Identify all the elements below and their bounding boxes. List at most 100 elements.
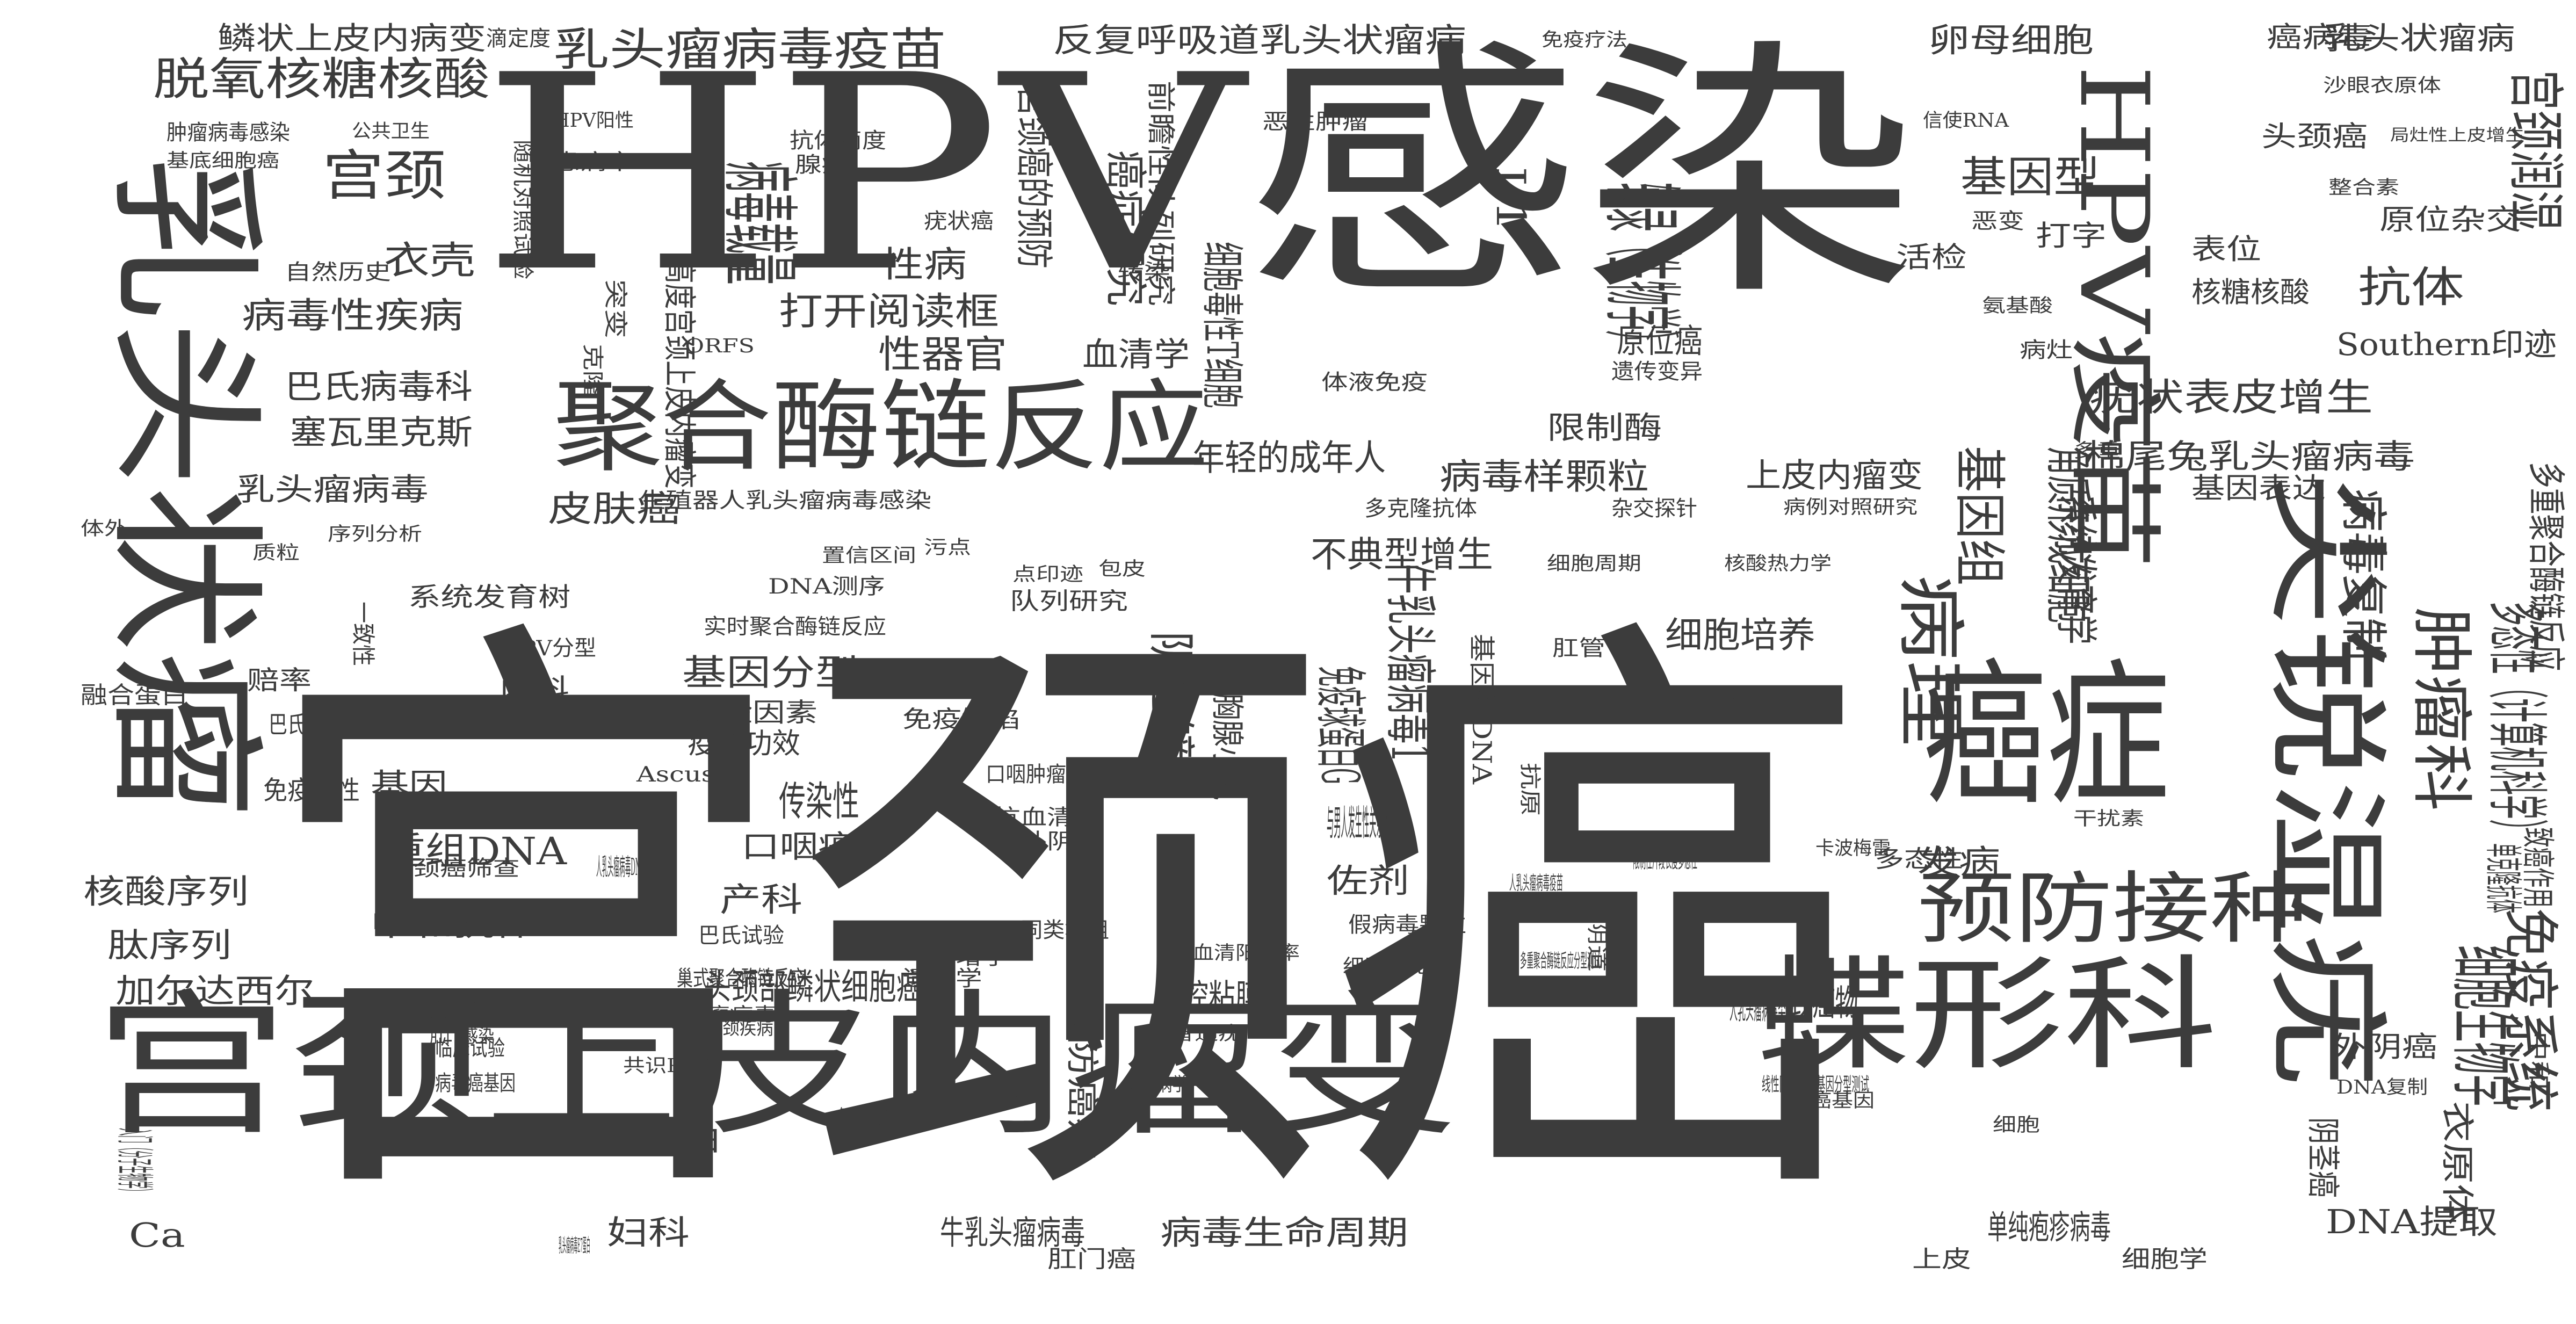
word: 乳头瘤病毒E7蛋白 <box>559 1235 590 1257</box>
word: DNA复制 <box>2336 1076 2428 1098</box>
word: 多重聚合酶链反应分型测试 <box>1520 950 1601 972</box>
word: 限制性片段长度多态性 <box>1633 848 1698 873</box>
word: 扩增子 <box>929 945 1009 970</box>
word: 头颈部鳞状细胞癌 <box>704 966 924 1008</box>
word: HPV分型 <box>502 636 597 661</box>
word: 系统发育树 <box>408 582 571 612</box>
word: 乳头瘤病毒疫苗 <box>553 23 946 76</box>
word: 打开阅读框 <box>779 290 1000 334</box>
word: 口咽癌 <box>741 829 857 865</box>
word: 细胞分化 <box>1343 956 1429 978</box>
word: 干扰素 <box>2073 808 2144 830</box>
word: 整合素 <box>2328 177 2399 199</box>
word: 风险因素 <box>688 698 817 728</box>
word: 抗体 <box>2358 262 2464 312</box>
word: 细胞 <box>1993 1114 2040 1136</box>
word: 衣壳 <box>384 238 476 283</box>
word: 病毒癌基因 <box>435 1071 516 1096</box>
word: 发病 <box>1917 843 2001 881</box>
word: 不典型增生 <box>1311 534 1493 575</box>
word: 妇科 <box>607 1213 690 1252</box>
word: 公共卫生 <box>352 120 430 142</box>
word: 单纯疱疹病毒 <box>1987 1208 2111 1247</box>
word: 自然历史 <box>285 260 391 285</box>
word: 生殖器人乳头瘤病毒感染 <box>639 488 932 513</box>
word: 免疫球蛋白G <box>1310 666 1371 785</box>
word: 性器官 <box>878 332 1008 377</box>
word: 序列分析 <box>328 523 422 545</box>
word: 共识PCR <box>623 1055 715 1077</box>
word: 普通疣 <box>1171 1023 1242 1045</box>
word: 临床试验 <box>435 1036 505 1061</box>
word: 外阴 <box>1021 829 1074 854</box>
word: 卵母细胞 <box>1928 21 2094 60</box>
word: 系统发育学 <box>2051 494 2101 645</box>
word: 克隆 <box>580 344 605 397</box>
word: 抗血清 <box>994 805 1074 830</box>
word: 牛乳头瘤病毒1 <box>1380 564 1441 763</box>
word: 病灶 <box>2020 338 2073 363</box>
word: 原位杂交 <box>2379 204 2521 236</box>
word: 聚合酶链反应 <box>553 369 1209 485</box>
word: 免疫原性 <box>263 776 360 806</box>
word: 多克隆抗体 <box>1364 496 1478 521</box>
word: 细胞周期 <box>1547 553 1641 575</box>
word: 肛门癌 <box>1047 1246 1136 1273</box>
word: 高度宫颈上皮内瘤变 <box>660 258 699 489</box>
word: 与男人发生性关系的男人 <box>1327 802 1405 844</box>
word: 性病 <box>881 244 967 285</box>
word: 病毒复制 <box>2336 489 2391 661</box>
word: 上皮内瘤变 <box>1746 456 1923 495</box>
word: 肿瘤病毒感染 <box>167 120 291 145</box>
word: 肛门感染 <box>430 1025 495 1047</box>
word: 融合蛋白 <box>81 682 189 709</box>
word: 重组DNA <box>384 829 567 873</box>
word: 转染 <box>1117 260 1170 285</box>
word: 棉尾兔乳头瘤病毒 <box>2084 437 2415 476</box>
word: 遗传学 <box>902 966 982 991</box>
word: 预防接种 <box>1917 864 2307 954</box>
word: 入门（分子生物学） <box>112 1128 156 1196</box>
word: 肽序列 <box>107 926 231 965</box>
word: 免疫 <box>430 993 513 1032</box>
word: 氨基酸 <box>1982 295 2053 317</box>
word: 病毒样颗粒 <box>1439 456 1649 497</box>
word: 活检 <box>1896 241 1967 274</box>
word: 癌基因 <box>1810 1090 1875 1112</box>
word: 核酸序列 <box>83 872 249 911</box>
word: 打字 <box>2036 220 2107 252</box>
word: 人乳头瘤病毒类型 <box>1730 993 1794 1026</box>
word: 巴氏试验 <box>698 923 785 948</box>
word: 宫颈癌的预防 <box>1012 86 1056 269</box>
word: 鲍恩氏病 <box>1439 684 1526 709</box>
word: 随机对照试验 <box>510 140 535 280</box>
word: 癌病毒 <box>2267 21 2373 54</box>
word: 内科 <box>500 674 570 706</box>
word: 口咽肿瘤 <box>986 762 1067 787</box>
word: 原位癌 <box>1617 322 1703 360</box>
word: 细胞生物学 <box>2443 945 2526 1106</box>
word: 假病毒颗粒 <box>1348 913 1467 937</box>
word: 基因表达 <box>2191 472 2326 505</box>
word: 产科 <box>720 880 803 919</box>
word: 病毒性疾病 <box>242 295 464 336</box>
word: 基因组 <box>1949 446 2010 586</box>
word: 恶变 <box>1971 209 2024 234</box>
word: Ca <box>129 1216 185 1255</box>
word: 多态性 <box>1875 845 1963 873</box>
word: 液基细胞学 <box>473 708 606 733</box>
word: 核糖核酸 <box>2191 276 2310 309</box>
word: 细胞学 <box>2122 1246 2208 1273</box>
word: 细胞毒性T细胞 <box>1197 242 1247 409</box>
word: 人乳头瘤病毒疫苗 <box>1509 872 1563 894</box>
word: 实时聚合酶链反应 <box>704 614 887 639</box>
word: 肛管 <box>1552 636 1605 661</box>
word: 多重 <box>2073 440 2121 462</box>
word: 污点 <box>924 537 971 559</box>
word: 宫颈 <box>322 144 446 207</box>
word: γ乳头瘤病毒 <box>645 1004 777 1026</box>
word: L1 <box>1487 167 1534 232</box>
word: DNA提取 <box>2326 1203 2498 1241</box>
word: 卡波梅雷 <box>1815 837 1891 859</box>
